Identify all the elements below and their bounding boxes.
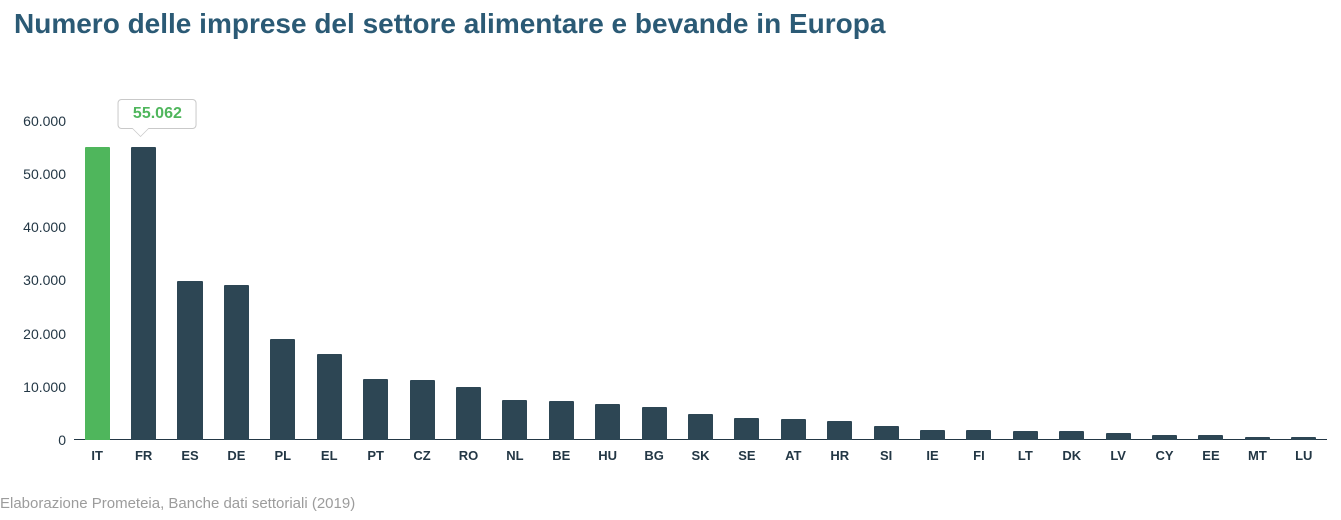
bar-BE: [549, 401, 574, 440]
x-tick-label: PT: [367, 448, 384, 463]
bar-BG: [642, 407, 667, 440]
x-tick-label: FR: [135, 448, 152, 463]
bar-MT: [1245, 437, 1270, 440]
bar-CZ: [410, 380, 435, 440]
y-tick-label: 30.000: [23, 272, 66, 288]
bar-HR: [827, 421, 852, 440]
x-tick-label: DE: [227, 448, 245, 463]
bar-IE: [920, 430, 945, 440]
x-tick-label: MT: [1248, 448, 1267, 463]
bar-LT: [1013, 431, 1038, 440]
bar-SI: [874, 426, 899, 440]
y-tick-label: 60.000: [23, 113, 66, 129]
x-tick-label: FI: [973, 448, 985, 463]
bar-PL: [270, 339, 295, 440]
bar-DK: [1059, 431, 1084, 440]
bar-PT: [363, 379, 388, 440]
x-tick-label: BG: [644, 448, 664, 463]
x-tick-label: LV: [1110, 448, 1126, 463]
bar-FI: [966, 430, 991, 440]
y-tick-label: 20.000: [23, 326, 66, 342]
x-tick-label: LT: [1018, 448, 1033, 463]
plot-area: 010.00020.00030.00040.00050.00060.000ITF…: [74, 110, 1327, 440]
x-tick-label: SE: [738, 448, 755, 463]
bar-LU: [1291, 437, 1316, 440]
x-tick-label: IE: [926, 448, 938, 463]
x-tick-label: BE: [552, 448, 570, 463]
bar-IT: [85, 147, 110, 440]
bar-EE: [1198, 435, 1223, 440]
bar-chart: 0 10.000 20.000 30.000 40.000 50.000 60.000 IT F…: [14, 80, 1327, 460]
bar-CY: [1152, 435, 1177, 440]
x-tick-label: HR: [830, 448, 849, 463]
bar-HU: [595, 404, 620, 440]
x-tick-label: LU: [1295, 448, 1312, 463]
x-tick-label: DK: [1062, 448, 1081, 463]
value-callout: 55.062: [118, 99, 197, 129]
bar-RO: [456, 387, 481, 440]
x-tick-label: AT: [785, 448, 801, 463]
bar-DE: [224, 285, 249, 440]
bar-FR: [131, 147, 156, 440]
bar-LV: [1106, 433, 1131, 440]
chart-source-footer: Elaborazione Prometeia, Banche dati sett…: [0, 495, 355, 512]
chart-title: Numero delle imprese del settore aliment…: [0, 0, 1341, 40]
x-tick-label: EE: [1202, 448, 1219, 463]
x-tick-label: NL: [506, 448, 523, 463]
y-tick-label: 10.000: [23, 379, 66, 395]
x-tick-label: SK: [691, 448, 709, 463]
bar-EL: [317, 354, 342, 440]
x-tick-label: CZ: [413, 448, 430, 463]
x-tick-label: PL: [275, 448, 292, 463]
bar-NL: [502, 400, 527, 440]
y-tick-label: 50.000: [23, 166, 66, 182]
x-tick-label: CY: [1156, 448, 1174, 463]
x-tick-label: SI: [880, 448, 892, 463]
x-tick-label: IT: [91, 448, 103, 463]
x-tick-label: RO: [459, 448, 479, 463]
y-tick-label: 0: [58, 432, 66, 448]
x-tick-label: EL: [321, 448, 338, 463]
bar-SK: [688, 414, 713, 440]
x-tick-label: HU: [598, 448, 617, 463]
x-tick-label: ES: [181, 448, 198, 463]
bar-ES: [177, 281, 202, 440]
bar-SE: [734, 418, 759, 440]
bar-AT: [781, 419, 806, 440]
y-tick-label: 40.000: [23, 219, 66, 235]
